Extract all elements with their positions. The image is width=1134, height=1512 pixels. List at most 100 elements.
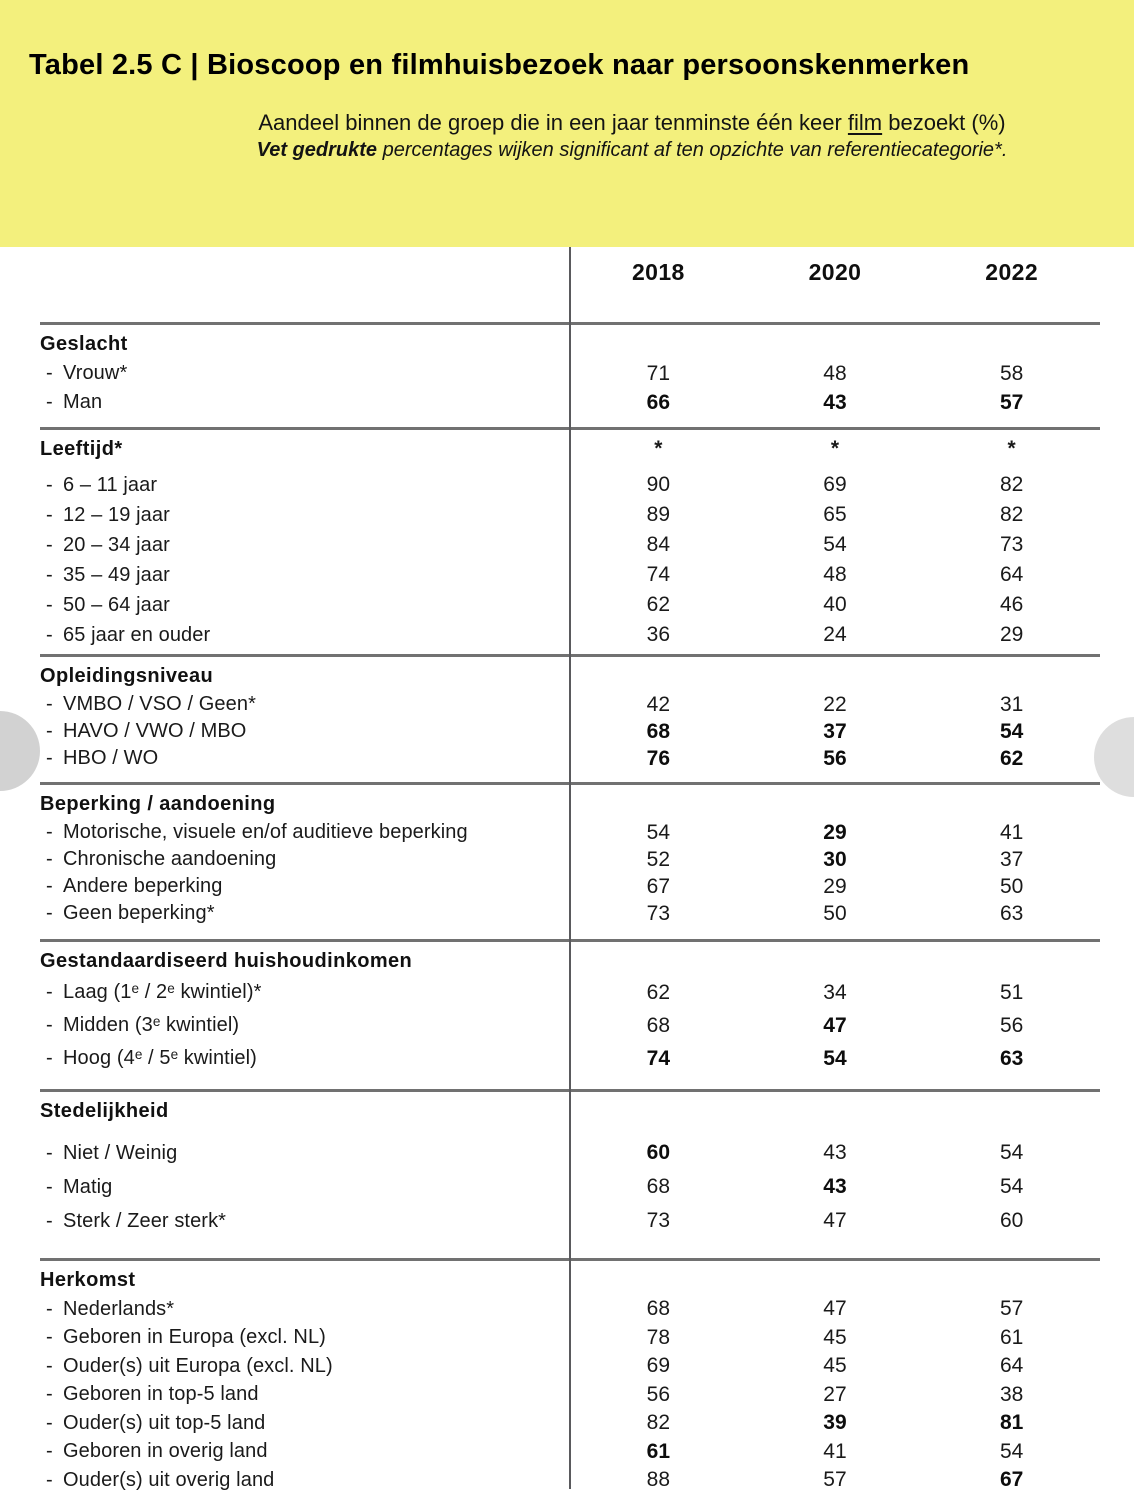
list-dash-marker — [40, 902, 63, 925]
row-label-text: 12 – 19 jaar — [63, 503, 170, 526]
row-label-text: Ouder(s) uit Europa (excl. NL) — [63, 1354, 333, 1377]
table-row: Man 66 43 57 — [40, 388, 1100, 417]
section-header-asterisk-cell: * — [747, 437, 924, 461]
row-label-text: Hoog (4ᵉ / 5ᵉ kwintiel) — [63, 1047, 257, 1069]
value-cell: 84 — [570, 533, 747, 557]
value: 64 — [999, 563, 1024, 586]
value: 61 — [999, 1325, 1024, 1349]
row-label-cell: Geboren in Europa (excl. NL) — [40, 1326, 570, 1349]
value: 38 — [999, 1382, 1024, 1406]
row-label: Motorische, visuele en/of auditieve bepe… — [40, 821, 570, 844]
value-cell: 90 — [570, 473, 747, 497]
value: 68 — [646, 719, 670, 743]
row-label: Hoog (4ᵉ / 5ᵉ kwintiel) — [40, 1047, 570, 1070]
value: 47 — [823, 1209, 847, 1232]
value-cell: 43 — [747, 391, 924, 415]
row-label-cell: Geen beperking* — [40, 902, 570, 925]
row-label: 35 – 49 jaar — [40, 564, 570, 587]
value-cell: 65 — [747, 503, 924, 527]
row-label-text: Andere beperking — [63, 875, 223, 897]
row-label-cell: Ouder(s) uit Europa (excl. NL) — [40, 1355, 570, 1378]
table-row: Hoog (4ᵉ / 5ᵉ kwintiel) 74 54 63 — [40, 1042, 1100, 1075]
value-cell: 22 — [747, 693, 924, 717]
value-cell: 42 — [570, 693, 747, 717]
list-dash-marker — [40, 391, 63, 414]
value: 71 — [646, 361, 670, 385]
row-label-text: Matig — [63, 1175, 113, 1198]
value-cell: 46 — [923, 593, 1100, 617]
value-cell: 60 — [570, 1141, 747, 1165]
value: 73 — [646, 901, 670, 925]
value-cell: 62 — [923, 747, 1100, 771]
row-label-text: Geen beperking* — [63, 902, 215, 924]
value: 54 — [999, 1141, 1024, 1164]
row-label-text: Sterk / Zeer sterk* — [63, 1209, 227, 1232]
page-nav-right-button[interactable] — [1094, 717, 1134, 797]
row-label-text: Midden (3ᵉ kwintiel) — [63, 1014, 240, 1036]
row-label: 12 – 19 jaar — [40, 504, 570, 527]
row-label-cell: Chronische aandoening — [40, 848, 570, 871]
section-header-row: Gestandaardiseerd huishoudinkomen — [40, 946, 1100, 976]
asterisk-marker: * — [1007, 437, 1016, 460]
value: 56 — [646, 1382, 670, 1406]
list-dash-marker — [40, 1210, 63, 1233]
value-cell: 57 — [923, 391, 1100, 415]
row-label: Geboren in overig land — [40, 1440, 570, 1463]
value: 58 — [999, 361, 1024, 385]
row-label-text: Laag (1ᵉ / 2ᵉ kwintiel)* — [63, 981, 262, 1003]
value-cell: 89 — [570, 503, 747, 527]
row-label: Laag (1ᵉ / 2ᵉ kwintiel)* — [40, 981, 570, 1004]
value-cell: 66 — [570, 391, 747, 415]
section-title-cell: Opleidingsniveau — [40, 665, 570, 688]
value: 69 — [646, 1354, 670, 1378]
row-label-text: 6 – 11 jaar — [63, 473, 158, 496]
list-dash-marker — [40, 1047, 63, 1070]
value-cell: 29 — [747, 821, 924, 845]
value: 45 — [823, 1354, 847, 1378]
row-label-cell: 65 jaar en ouder — [40, 624, 570, 647]
value-cell: 41 — [747, 1440, 924, 1464]
value-cell: 56 — [747, 747, 924, 771]
value-cell: 62 — [570, 981, 747, 1005]
value: 54 — [646, 820, 670, 844]
row-label-text: Ouder(s) uit overig land — [63, 1468, 275, 1491]
row-label: Chronische aandoening — [40, 848, 570, 871]
value-cell: 54 — [923, 1141, 1100, 1165]
row-label-text: HBO / WO — [63, 747, 159, 769]
value-cell: 38 — [923, 1383, 1100, 1407]
table-row: 6 – 11 jaar 90 69 82 — [40, 470, 1100, 500]
value-cell: 45 — [747, 1326, 924, 1350]
value: 54 — [999, 1175, 1024, 1198]
list-dash-marker — [40, 1440, 63, 1463]
table-row: HAVO / VWO / MBO 68 37 54 — [40, 718, 1100, 745]
value: 68 — [646, 1297, 670, 1321]
row-label-text: Vrouw* — [63, 362, 128, 384]
section-header-row: Geslacht — [40, 329, 1100, 359]
value-cell: 29 — [747, 875, 924, 899]
value-cell: 31 — [923, 693, 1100, 717]
table-header-row: 2018 2020 2022 — [40, 247, 1100, 322]
page-nav-left-button[interactable] — [0, 711, 40, 791]
list-dash-marker — [40, 1383, 63, 1406]
list-dash-marker — [40, 693, 63, 716]
value-cell: 45 — [747, 1354, 924, 1378]
table-row: Ouder(s) uit Europa (excl. NL) 69 45 64 — [40, 1352, 1100, 1381]
table-row: Chronische aandoening 52 30 37 — [40, 846, 1100, 873]
header-band: Tabel 2.5 C | Bioscoop en filmhuisbezoek… — [0, 0, 1134, 247]
value-cell: 29 — [923, 623, 1100, 647]
value: 45 — [823, 1325, 847, 1349]
subtitle-text-post: bezoekt (%) — [882, 109, 1006, 135]
value-cell: 54 — [923, 1175, 1100, 1199]
value-cell: 73 — [923, 533, 1100, 557]
header-label-spacer — [40, 259, 570, 322]
row-label-cell: VMBO / VSO / Geen* — [40, 693, 570, 716]
significance-note: Vet gedrukte percentages wijken signific… — [150, 139, 1114, 162]
list-dash-marker — [40, 848, 63, 871]
table-section: Opleidingsniveau VMBO / VSO / Geen* 42 22 31… — [40, 654, 1100, 782]
list-dash-marker — [40, 1326, 63, 1349]
value-cell: 27 — [747, 1383, 924, 1407]
value: 57 — [999, 390, 1024, 414]
value: 22 — [823, 692, 847, 716]
list-dash-marker — [40, 1014, 63, 1037]
value-cell: 48 — [747, 362, 924, 386]
